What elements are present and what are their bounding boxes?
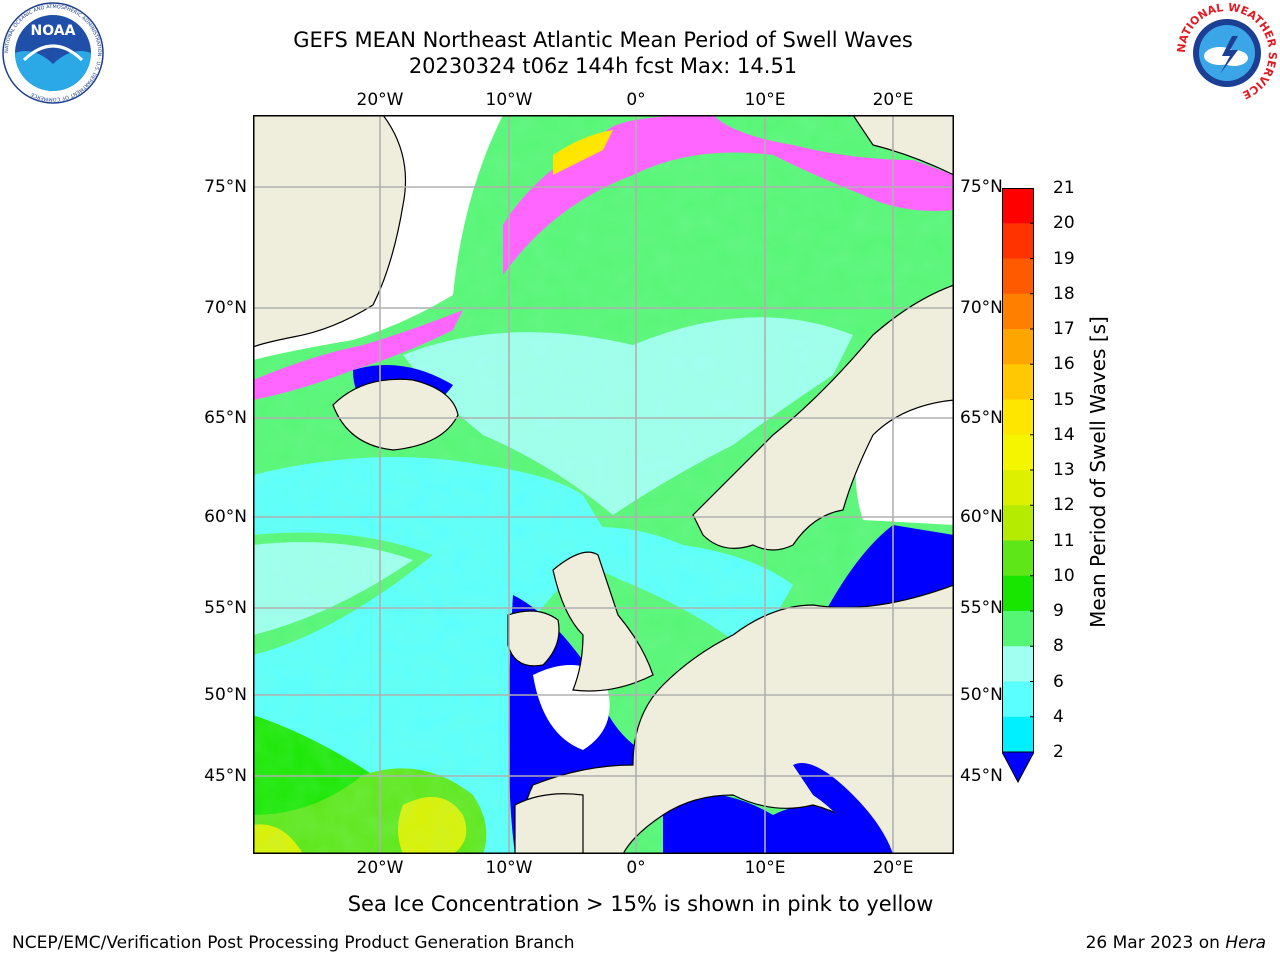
- date-stamp: 26 Mar 2023 on Hera: [1086, 933, 1266, 953]
- colorbar-label: 6: [1053, 671, 1064, 692]
- date-text: 26 Mar 2023 on: [1085, 933, 1220, 953]
- colorbar-label: 11: [1053, 530, 1075, 551]
- colorbar-cell: [1002, 681, 1034, 718]
- lat-tick-left-50n: 50°N: [204, 685, 247, 705]
- sea-ice-yellow: [553, 130, 613, 175]
- lat-tick-left-75n: 75°N: [204, 177, 247, 197]
- colorbar-cell: [1002, 399, 1034, 436]
- colorbar-extension: [1002, 751, 1034, 783]
- iberia-land: [514, 793, 584, 854]
- lon-tick-bottom-10e: 10°E: [744, 858, 786, 878]
- colorbar-label: 8: [1053, 636, 1064, 657]
- graticule: [253, 115, 954, 854]
- lat-tick-right-55n: 55°N: [960, 598, 1003, 618]
- lat-tick-left-55n: 55°N: [204, 598, 247, 618]
- lat-tick-right-75n: 75°N: [960, 177, 1003, 197]
- colorbar-cell: [1002, 434, 1034, 471]
- colorbar-label: 13: [1053, 460, 1075, 480]
- lon-tick-top-20e: 20°E: [872, 90, 914, 110]
- colorbar-label: 12: [1053, 495, 1075, 516]
- lat-tick-right-45n: 45°N: [960, 766, 1003, 786]
- colorbar-title: Mean Period of Swell Waves [s]: [1086, 316, 1110, 628]
- colorbar-cell: [1002, 258, 1034, 295]
- noaa-logo: NOAA NATIONAL OCEANIC AND ATMOSPHERIC AD…: [2, 2, 104, 104]
- map-panel: [253, 115, 954, 854]
- mediterranean-blue: [663, 792, 893, 854]
- colorbar-label: 2: [1053, 742, 1064, 762]
- lon-tick-top-10w: 10°W: [485, 90, 533, 110]
- sea-ice-greenland-pink: [253, 310, 463, 400]
- colorbar-label: 14: [1053, 424, 1075, 445]
- colorbar-cell: [1002, 188, 1034, 224]
- colorbar-label: 20: [1053, 213, 1075, 234]
- lon-tick-bottom-0: 0°: [626, 858, 646, 878]
- colorbar-cell: [1002, 364, 1034, 400]
- colorbar-cell: [1002, 611, 1034, 647]
- lat-tick-right-70n: 70°N: [960, 298, 1003, 318]
- colorbar-label: 21: [1053, 178, 1075, 198]
- map-border: [253, 115, 954, 854]
- sea-ice-pink: [503, 115, 954, 275]
- great-britain-land: [552, 551, 654, 692]
- colorbar-label: 9: [1053, 601, 1064, 621]
- colorbar-label: 15: [1053, 389, 1075, 410]
- colorbar: [1002, 188, 1034, 783]
- lon-tick-top-0: 0°: [626, 90, 646, 110]
- colorbar-label: 4: [1053, 706, 1064, 727]
- colorbar-label: 17: [1053, 319, 1075, 339]
- colorbar-label: 19: [1053, 248, 1075, 269]
- colorbar-cell: [1002, 329, 1034, 365]
- lon-tick-top-20w: 20°W: [356, 90, 404, 110]
- chart-subtitle: 20230324 t06z 144h fcst Max: 14.51: [408, 54, 798, 78]
- greenland-land: [253, 115, 406, 348]
- colorbar-cell: [1002, 716, 1034, 753]
- colorbar-cell: [1002, 646, 1034, 682]
- colorbar-cell: [1002, 575, 1034, 612]
- machine-name: Hera: [1225, 933, 1266, 953]
- lon-tick-bottom-20e: 20°E: [872, 858, 914, 878]
- baltic-nodata: [855, 400, 954, 525]
- nws-logo: NATIONAL WEATHER SERVICE: [1176, 2, 1278, 103]
- lat-tick-left-60n: 60°N: [204, 507, 247, 527]
- noaa-logo-text: NOAA: [31, 23, 76, 39]
- lon-tick-bottom-10w: 10°W: [485, 858, 533, 878]
- adriatic-blue: [793, 763, 893, 854]
- credit-text: NCEP/EMC/Verification Post Processing Pr…: [12, 933, 575, 953]
- continental-europe-land: [521, 584, 954, 854]
- lat-tick-left-45n: 45°N: [204, 766, 247, 786]
- lon-tick-top-10e: 10°E: [744, 90, 786, 110]
- lat-tick-right-65n: 65°N: [960, 408, 1003, 428]
- colorbar-cell: [1002, 223, 1034, 259]
- colorbar-label: 10: [1053, 565, 1075, 586]
- colorbar-cell: [1002, 505, 1034, 541]
- lon-tick-bottom-20w: 20°W: [356, 858, 404, 878]
- colorbar-cell: [1002, 293, 1034, 330]
- colorbar-label: 16: [1053, 354, 1075, 375]
- sea-ice-note: Sea Ice Concentration > 15% is shown in …: [347, 892, 934, 916]
- colorbar-label: 18: [1053, 283, 1075, 304]
- colorbar-cell: [1002, 540, 1034, 577]
- ireland-land: [507, 610, 560, 667]
- lat-tick-left-65n: 65°N: [204, 408, 247, 428]
- chart-title: GEFS MEAN Northeast Atlantic Mean Period…: [293, 28, 913, 52]
- lat-tick-left-70n: 70°N: [204, 298, 247, 318]
- colorbar-cell: [1002, 470, 1034, 506]
- lat-tick-right-50n: 50°N: [960, 685, 1003, 705]
- lat-tick-right-60n: 60°N: [960, 507, 1003, 527]
